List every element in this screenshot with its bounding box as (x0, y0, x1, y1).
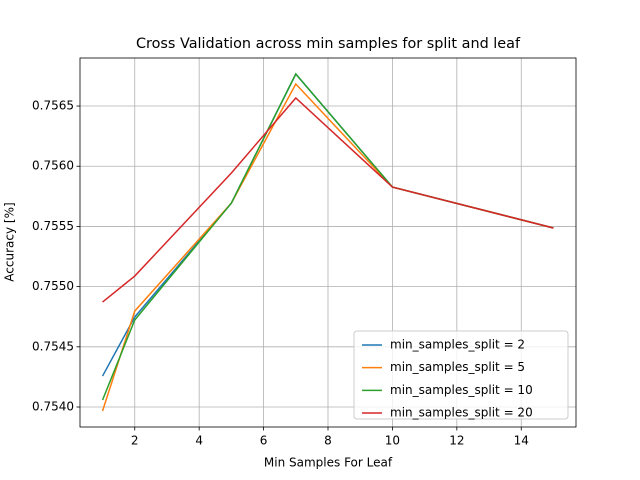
x-tick-label: 4 (195, 434, 203, 448)
x-tick-label: 8 (324, 434, 332, 448)
y-tick-label: 0.7555 (32, 219, 74, 233)
x-tick-label: 14 (514, 434, 529, 448)
legend-label: min_samples_split = 20 (390, 406, 533, 420)
series-line (102, 96, 554, 303)
y-tick-label: 0.7545 (32, 339, 74, 353)
legend: min_samples_split = 2 min_samples_split =… (353, 330, 569, 420)
y-tick-label: 0.7540 (32, 400, 74, 414)
chart-title: Cross Validation across min samples for … (136, 36, 521, 52)
y-tick-label: 0.7550 (32, 279, 74, 293)
x-tick-label: 6 (260, 434, 268, 448)
legend-label: min_samples_split = 5 (390, 360, 525, 374)
x-tick-label: 2 (131, 434, 139, 448)
y-axis-label: Accuracy [%] (3, 202, 17, 281)
y-tick-label: 0.7560 (32, 159, 74, 173)
x-tick-label: 12 (449, 434, 464, 448)
legend-label: min_samples_split = 10 (390, 383, 533, 397)
plot-frame (79, 57, 577, 428)
x-axis-label: Min Samples For Leaf (264, 456, 393, 470)
x-tick-label: 10 (385, 434, 400, 448)
y-tick-label: 0.7565 (32, 99, 74, 113)
legend-label: min_samples_split = 2 (390, 338, 525, 352)
legend-box (353, 330, 569, 420)
grid (80, 58, 576, 427)
